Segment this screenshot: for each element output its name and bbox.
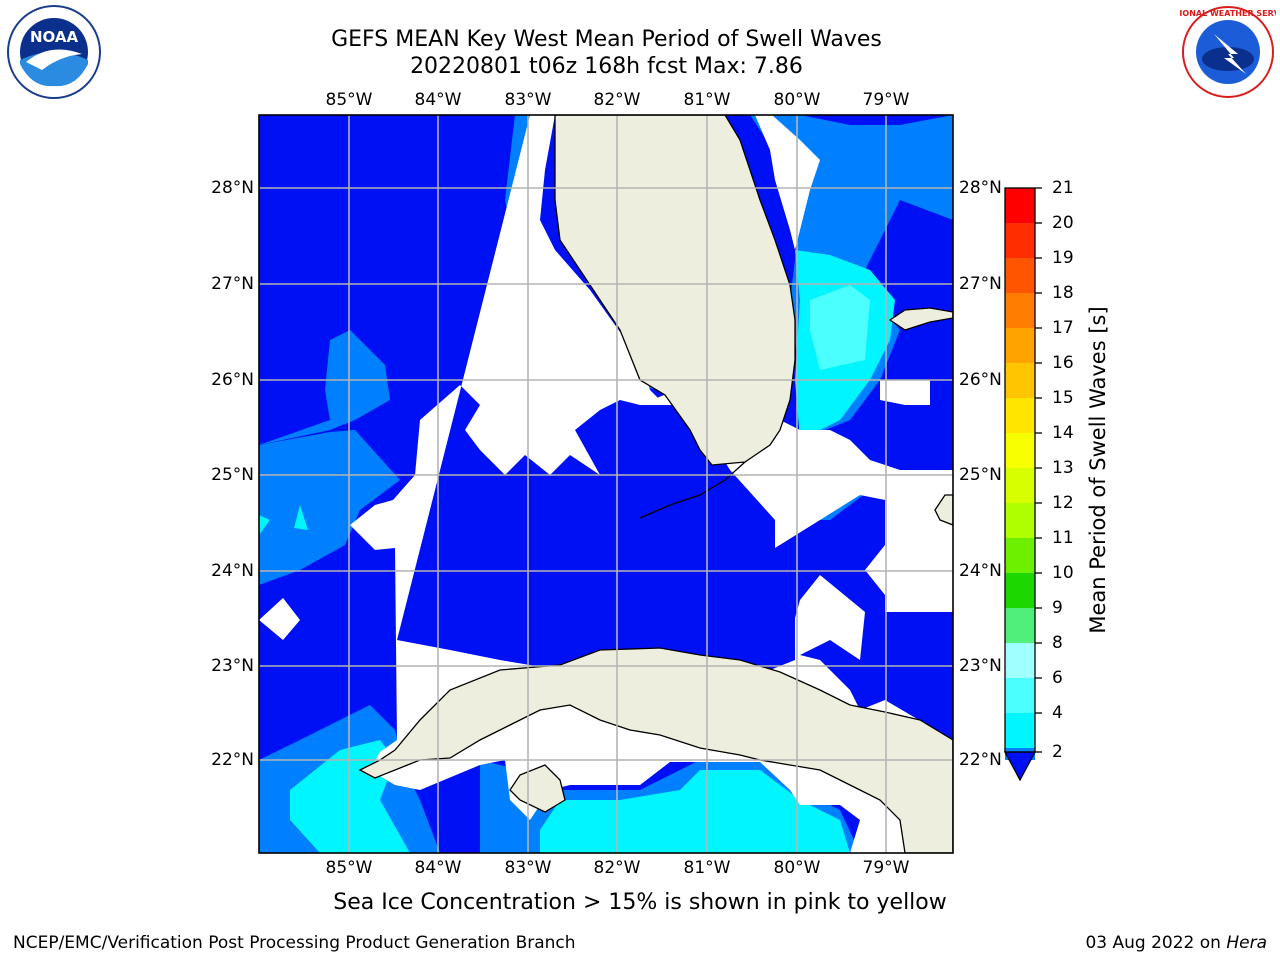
colorbar-tick-13: 13 — [1052, 458, 1074, 478]
colorbar-tick-6: 6 — [1052, 668, 1063, 688]
map-frame — [258, 114, 954, 854]
colorbar — [1003, 187, 1042, 782]
colorbar-tick-12: 12 — [1052, 493, 1074, 513]
lat-label-right-26n: 26°N — [959, 370, 1002, 390]
lon-label-bottom-85w: 85°W — [325, 858, 373, 878]
cuba-landmass — [358, 647, 953, 853]
sea-ice-note: Sea Ice Concentration > 15% is shown in … — [333, 890, 947, 915]
lon-label-bottom-83w: 83°W — [504, 858, 552, 878]
lon-label-top-81w: 81°W — [683, 90, 731, 110]
lon-label-top-83w: 83°W — [504, 90, 552, 110]
colorbar-tick-10: 10 — [1052, 563, 1074, 583]
lon-label-top-85w: 85°W — [325, 90, 373, 110]
colorbar-tick-14: 14 — [1052, 423, 1074, 443]
lat-label-right-25n: 25°N — [959, 465, 1002, 485]
florida-keys — [639, 461, 746, 519]
lon-label-top-82w: 82°W — [593, 90, 641, 110]
lon-label-bottom-79w: 79°W — [862, 858, 910, 878]
lon-label-bottom-81w: 81°W — [683, 858, 731, 878]
masked-area-east-coast — [755, 115, 820, 250]
host-name: Hera — [1226, 933, 1267, 953]
lat-label-right-27n: 27°N — [959, 274, 1002, 294]
bahamas-andros — [934, 494, 953, 526]
colorbar-tick-11: 11 — [1052, 528, 1074, 548]
lon-label-bottom-84w: 84°W — [414, 858, 462, 878]
contour-8-9-atlantic — [810, 285, 870, 370]
map-gridlines — [259, 115, 953, 853]
colorbar-tick-15: 15 — [1052, 388, 1074, 408]
isla-juventud-landmass — [509, 764, 566, 813]
masked-area-diamond — [259, 598, 300, 640]
map-subtitle: 20220801 t06z 168h fcst Max: 7.86 — [410, 54, 803, 79]
contour-4-6-west — [259, 430, 400, 585]
lat-label-left-26n: 26°N — [211, 370, 254, 390]
nws-logo-text: NATIONAL WEATHER SERVICE — [1180, 9, 1276, 18]
generation-date: 03 Aug 2022 on Hera — [1085, 933, 1267, 953]
colorbar-tick-21: 21 — [1052, 178, 1074, 198]
masked-area-central — [350, 115, 953, 853]
map-title: GEFS MEAN Key West Mean Period of Swell … — [331, 27, 882, 52]
colorbar-tick-16: 16 — [1052, 353, 1074, 373]
lon-label-top-79w: 79°W — [862, 90, 910, 110]
lat-label-left-25n: 25°N — [211, 465, 254, 485]
bahamas-grand-bahama — [888, 307, 953, 331]
nws-logo: NATIONAL WEATHER SERVICE — [1180, 6, 1276, 98]
colorbar-tick-4: 4 — [1052, 703, 1063, 723]
colorbar-tick-17: 17 — [1052, 318, 1074, 338]
producer-credit: NCEP/EMC/Verification Post Processing Pr… — [13, 933, 576, 953]
noaa-logo: NOAA — [7, 5, 101, 99]
masked-area-bahamas — [880, 380, 930, 405]
lat-label-right-24n: 24°N — [959, 561, 1002, 581]
contour-4-6-gulf — [259, 330, 390, 445]
contour-6-8-small-a — [259, 515, 270, 535]
colorbar-tick-8: 8 — [1052, 633, 1063, 653]
colorbar-tick-20: 20 — [1052, 213, 1074, 233]
colorbar-tick-9: 9 — [1052, 598, 1063, 618]
colorbar-tick-2: 2 — [1052, 742, 1063, 762]
lat-label-left-24n: 24°N — [211, 561, 254, 581]
noaa-logo-text: NOAA — [30, 28, 79, 46]
lat-label-left-23n: 23°N — [211, 656, 254, 676]
lat-label-right-22n: 22°N — [959, 750, 1002, 770]
lon-label-top-84w: 84°W — [414, 90, 462, 110]
lon-label-top-80w: 80°W — [773, 90, 821, 110]
generation-date-text: 03 Aug 2022 on — [1085, 933, 1221, 953]
lat-label-left-22n: 22°N — [211, 750, 254, 770]
lat-label-right-28n: 28°N — [959, 178, 1002, 198]
lon-label-bottom-82w: 82°W — [593, 858, 641, 878]
colorbar-tick-18: 18 — [1052, 283, 1074, 303]
lat-label-left-27n: 27°N — [211, 274, 254, 294]
colorbar-title-text: Mean Period of Swell Waves [s] — [1086, 306, 1110, 634]
contour-6-8-small-b — [294, 505, 308, 530]
lon-label-bottom-80w: 80°W — [773, 858, 821, 878]
lat-label-left-28n: 28°N — [211, 178, 254, 198]
lat-label-right-23n: 23°N — [959, 656, 1002, 676]
colorbar-tick-19: 19 — [1052, 248, 1074, 268]
